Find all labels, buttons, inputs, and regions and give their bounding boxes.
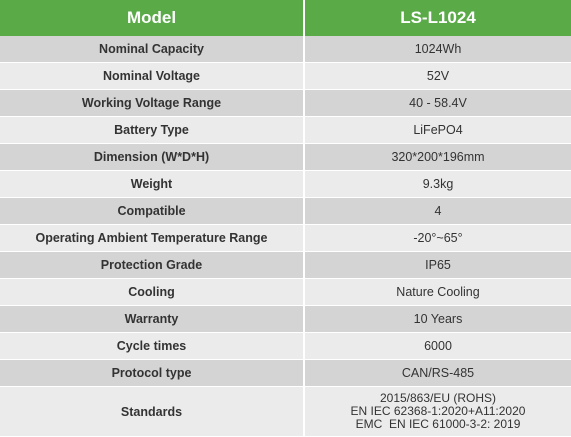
row-value: 10 Years <box>305 306 571 333</box>
row-value: 52V <box>305 63 571 90</box>
table-row: Warranty 10 Years <box>0 306 571 333</box>
table-row: Protection Grade IP65 <box>0 252 571 279</box>
row-label: Operating Ambient Temperature Range <box>0 225 305 252</box>
table-row: Cooling Nature Cooling <box>0 279 571 306</box>
row-label: Weight <box>0 171 305 198</box>
row-label: Nominal Voltage <box>0 63 305 90</box>
table-row: Cycle times 6000 <box>0 333 571 360</box>
table-row: Operating Ambient Temperature Range -20°… <box>0 225 571 252</box>
standards-label: Standards <box>0 387 305 437</box>
row-label: Cycle times <box>0 333 305 360</box>
standards-value: 2015/863/EU (ROHS) EN IEC 62368-1:2020+A… <box>305 387 571 437</box>
row-value: CAN/RS-485 <box>305 360 571 387</box>
row-value: -20°~65° <box>305 225 571 252</box>
row-value: 4 <box>305 198 571 225</box>
model-header-value: LS-L1024 <box>305 0 571 36</box>
row-label: Compatible <box>0 198 305 225</box>
table-row: Weight 9.3kg <box>0 171 571 198</box>
standards-line: 2015/863/EU (ROHS) <box>379 391 497 405</box>
table-row: Battery Type LiFePO4 <box>0 117 571 144</box>
standards-line: EMC EN IEC 61000-3-2: 2019 <box>355 417 521 431</box>
row-label: Warranty <box>0 306 305 333</box>
row-value: 40 - 58.4V <box>305 90 571 117</box>
row-label: Battery Type <box>0 117 305 144</box>
row-value: 320*200*196mm <box>305 144 571 171</box>
table-row: Compatible 4 <box>0 198 571 225</box>
row-value: 1024Wh <box>305 36 571 63</box>
row-label: Cooling <box>0 279 305 306</box>
row-value: Nature Cooling <box>305 279 571 306</box>
standards-row: Standards 2015/863/EU (ROHS) EN IEC 6236… <box>0 387 571 437</box>
row-value: LiFePO4 <box>305 117 571 144</box>
table-row: Protocol type CAN/RS-485 <box>0 360 571 387</box>
table-row: Nominal Capacity 1024Wh <box>0 36 571 63</box>
row-label: Working Voltage Range <box>0 90 305 117</box>
row-value: IP65 <box>305 252 571 279</box>
row-value: 6000 <box>305 333 571 360</box>
table-row: Dimension (W*D*H) 320*200*196mm <box>0 144 571 171</box>
row-label: Nominal Capacity <box>0 36 305 63</box>
table-row: Working Voltage Range 40 - 58.4V <box>0 90 571 117</box>
model-header-label: Model <box>0 0 305 36</box>
standards-line: EN IEC 62368-1:2020+A11:2020 <box>350 404 526 418</box>
table-row: Nominal Voltage 52V <box>0 63 571 90</box>
row-label: Dimension (W*D*H) <box>0 144 305 171</box>
table-header-row: Model LS-L1024 <box>0 0 571 36</box>
row-label: Protocol type <box>0 360 305 387</box>
row-value: 9.3kg <box>305 171 571 198</box>
row-label: Protection Grade <box>0 252 305 279</box>
